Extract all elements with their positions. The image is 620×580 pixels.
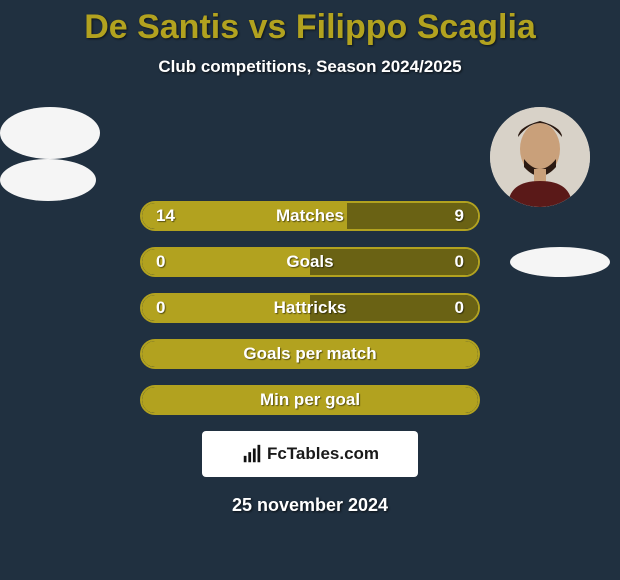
stat-row: 14 Matches 9 <box>140 201 480 231</box>
brand-card: FcTables.com <box>202 431 418 477</box>
stat-label: Matches <box>276 206 344 226</box>
stat-row: 0 Hattricks 0 <box>140 293 480 323</box>
bar-chart-icon <box>241 443 263 465</box>
stat-row: 0 Goals 0 <box>140 247 480 277</box>
stat-bars: 14 Matches 9 0 Goals 0 0 Hattricks 0 Goals per ma… <box>140 201 480 415</box>
stat-label: Goals per match <box>243 344 376 364</box>
stat-value-right: 0 <box>455 298 464 318</box>
stat-value-right: 0 <box>455 252 464 272</box>
date-text: 25 november 2024 <box>0 495 620 516</box>
stat-value-left: 0 <box>156 252 165 272</box>
brand-text: FcTables.com <box>267 444 379 464</box>
player1-avatar-placeholder-2 <box>0 159 96 201</box>
player1-avatar-placeholder <box>0 107 100 159</box>
stat-value-left: 14 <box>156 206 175 226</box>
stat-label: Goals <box>286 252 333 272</box>
stat-value-right: 9 <box>455 206 464 226</box>
title-player2: Filippo Scaglia <box>296 8 536 46</box>
subtitle: Club competitions, Season 2024/2025 <box>0 57 620 77</box>
comparison-panel: 14 Matches 9 0 Goals 0 0 Hattricks 0 Goals per ma… <box>0 107 620 516</box>
stat-row: Goals per match <box>140 339 480 369</box>
title-player1: De Santis <box>84 8 239 46</box>
stat-fill-right <box>310 249 478 275</box>
title-vs: vs <box>249 8 287 46</box>
stat-label: Hattricks <box>274 298 347 318</box>
stat-label: Min per goal <box>260 390 360 410</box>
stat-fill-left <box>142 249 310 275</box>
page-title: De Santis vs Filippo Scaglia <box>0 0 620 47</box>
stat-row: Min per goal <box>140 385 480 415</box>
player2-avatar <box>490 107 590 207</box>
stat-value-left: 0 <box>156 298 165 318</box>
player2-shadow-placeholder <box>510 247 610 277</box>
